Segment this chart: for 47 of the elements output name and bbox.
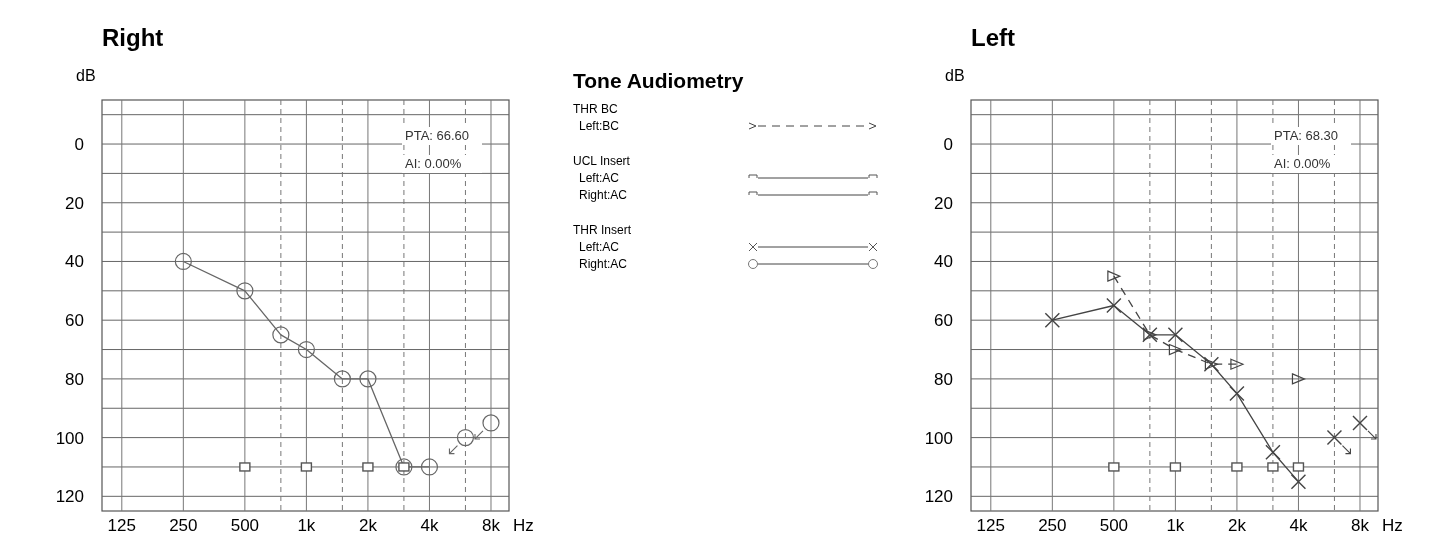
x-tick-label: 4k [420,516,439,535]
text: Left:AC [579,240,620,254]
annotation: AI: 0.00% [405,156,462,171]
annotation: PTA: 68.30 [1274,128,1339,143]
annotation: PTA: 66.60 [405,128,470,143]
text: Left:BC [579,119,620,133]
y-tick-label: 80 [65,369,84,389]
x-axis-title: Hz [1381,516,1403,535]
text: Left:AC [579,171,620,185]
x-tick-label: 4k [1289,516,1308,535]
x-tick-label: 8k [482,516,501,535]
y-tick-label: 20 [934,193,953,213]
text: Right:AC [579,257,628,271]
x-tick-label: 1k [297,516,316,535]
y-axis-title: dB [76,67,96,84]
x-tick-label: 2k [358,516,378,535]
text: UCL Insert [573,154,631,168]
x-axis-title: Hz [512,516,534,535]
text: Right:AC [579,188,628,202]
x-tick-label: 1k [1166,516,1185,535]
y-tick-label: 80 [934,369,953,389]
x-tick-label: 2k [1227,516,1247,535]
x-tick-label: 500 [1099,516,1129,535]
y-tick-label: 100 [924,428,953,448]
y-tick-label: 20 [65,193,84,213]
x-tick-label: 125 [976,516,1005,535]
y-tick-label: 40 [65,252,84,272]
y-tick-label: 120 [55,487,84,507]
x-tick-label: 250 [1038,516,1067,535]
y-tick-label: 60 [934,311,953,331]
x-tick-label: 500 [230,516,260,535]
x-tick-label: 125 [107,516,136,535]
chart-title: Right [102,24,164,51]
text: THR Insert [573,223,632,237]
y-tick-label: 40 [934,252,953,272]
annotation: AI: 0.00% [1274,156,1331,171]
text: Tone Audiometry [573,69,744,92]
y-tick-label: 100 [55,428,84,448]
y-tick-label: 120 [924,487,953,507]
y-tick-label: 0 [74,134,84,154]
chart-title: Left [971,24,1015,51]
y-tick-label: 60 [65,311,84,331]
x-tick-label: 250 [169,516,198,535]
x-tick-label: 8k [1351,516,1370,535]
y-axis-title: dB [945,67,965,84]
text: THR BC [573,102,618,116]
y-tick-label: 0 [943,134,953,154]
